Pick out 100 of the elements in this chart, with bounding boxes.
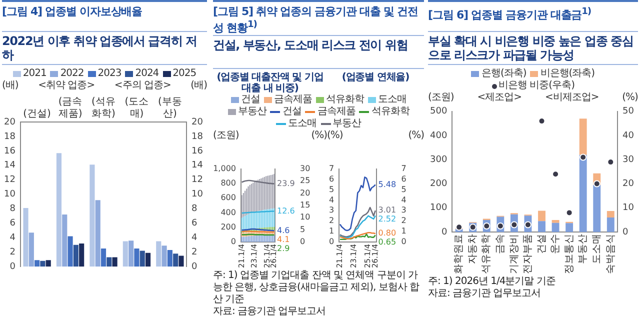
- x-tick-label: (석유화학): [92, 96, 116, 120]
- data-label: 12.6: [277, 206, 295, 215]
- x-tick-label: 자동차: [467, 234, 478, 264]
- data-label: 5.48: [378, 179, 396, 188]
- y2-tick-label: 10: [622, 203, 634, 214]
- text: [그림 5] 취약 업종의 금융기관 대출 및 건전성 현황$^{1)}$: [213, 0, 424, 35]
- y-tick-label: 400: [220, 207, 236, 216]
- y2-tick-label: 5: [300, 224, 306, 234]
- text: 건설, 부동산, 도소매 리스크 전이 위험: [213, 34, 424, 69]
- y-tick-label: 5: [328, 184, 334, 194]
- x-tick-label: 기계장비: [508, 234, 520, 274]
- y-tick-label: 14: [4, 160, 16, 171]
- y2-tick-label: 1: [401, 226, 406, 236]
- text: (조원): [428, 92, 454, 104]
- x-tick-label: (도소매): [124, 96, 149, 120]
- chart-subtitle: 부실 확대 시 비은행 비중 높은 업종 중심으로 리스크가 파급될 가능성: [428, 31, 638, 65]
- y2-tick-label: 16: [192, 146, 204, 156]
- y2-tick-label: 0: [622, 227, 629, 238]
- y-tick-label: 1: [328, 226, 334, 236]
- y2-tick-label: 12: [192, 175, 203, 186]
- x-tick-label: 운수: [550, 234, 562, 254]
- y2-tick-label: 25: [300, 176, 310, 185]
- data-label: 4.6: [277, 226, 290, 235]
- x-tick-label: 숙박음식: [605, 234, 616, 274]
- y2-tick-label: 30: [300, 164, 310, 173]
- legend-label: 2021: [22, 68, 46, 80]
- y-tick-label: 1,000: [213, 164, 236, 173]
- data-label: 0.80: [378, 228, 396, 238]
- x-tick-label: (건설): [23, 108, 52, 120]
- y2-tick-label: 14: [192, 160, 204, 171]
- x-tick-label: 석유화학: [481, 234, 492, 274]
- y2-tick-label: 0: [300, 236, 306, 246]
- chart-title: (업종별 연체율): [340, 72, 410, 83]
- legend-label: 2022: [60, 68, 84, 80]
- y-tick-label: 3: [328, 205, 334, 214]
- y-tick-label: 10: [4, 190, 16, 200]
- legend-label: 도소매: [288, 118, 316, 130]
- y2-tick-label: 30: [622, 154, 634, 165]
- y-tick-label: 2: [328, 216, 334, 225]
- y2-tick-label: 20: [300, 188, 310, 197]
- y-tick-label: 100: [430, 203, 448, 214]
- chart-title: [그림 6] 업종별 금융기관 대출금$^{1)}$: [428, 0, 638, 31]
- y-tick-label: 6: [10, 218, 16, 229]
- x-tick-label: (부동산): [158, 96, 182, 120]
- data-label: 4.1: [277, 234, 290, 244]
- x-tick-label: 건설: [536, 234, 548, 254]
- y2-tick-label: 6: [401, 174, 406, 183]
- text: <비제조업>: [544, 92, 599, 104]
- y2-tick-label: 5: [401, 184, 406, 194]
- x-tick-label: 전자부품: [522, 234, 534, 274]
- y2-tick-label: 40: [622, 130, 634, 141]
- y-tick-label: 0: [230, 236, 236, 246]
- y-tick-label: 600: [220, 192, 236, 202]
- y2-tick-label: 4: [192, 233, 198, 244]
- legend-label: 금속제품: [274, 94, 312, 106]
- text: 주: 1) 업종별 기업대출 잔액 및 연체액 구분이 가능한 은행, 상호금융(새마을금고 제외), 보험사 합산 기준: [213, 270, 420, 306]
- data-label: 2.52: [378, 214, 396, 224]
- y-tick-label: 200: [430, 179, 448, 190]
- y-tick-label: 7: [328, 164, 334, 173]
- data-label: 0.65: [378, 237, 396, 246]
- data-label: 23.9: [277, 178, 295, 188]
- y2-tick-label: 20: [192, 117, 204, 128]
- x-tick-label: (금속제품): [58, 96, 82, 120]
- y-tick-label: 8: [10, 204, 16, 214]
- text: (%): [408, 130, 424, 142]
- y-tick-label: 0: [10, 262, 16, 272]
- chart-title: [그림 4] 업종별 이자보상배율: [2, 0, 207, 31]
- legend-label: 은행(좌축): [481, 68, 526, 80]
- y-tick-label: 0: [441, 227, 448, 238]
- y-tick-label: 6: [328, 174, 334, 183]
- x-tick-label: 도소매: [591, 234, 602, 264]
- text: <제조업>: [477, 92, 522, 104]
- y-tick-label: 200: [220, 222, 236, 232]
- y2-tick-label: 0: [192, 262, 198, 272]
- x-tick-label: 화학원료: [454, 234, 465, 274]
- y-tick-label: 300: [430, 154, 448, 165]
- data-label: 3.01: [378, 205, 396, 214]
- text: 주: 1) 2026년 1/4분기말 기준: [428, 276, 556, 288]
- text: 자료: 금융기관 업무보고서: [428, 288, 542, 300]
- y-tick-label: 400: [430, 130, 448, 141]
- x-tick-label: 금속: [495, 234, 506, 254]
- legend-label: 비은행(좌축): [540, 68, 595, 80]
- y-tick-label: 4: [10, 233, 16, 244]
- legend-label: 2023: [98, 68, 122, 80]
- y2-tick-label: 8: [192, 204, 198, 214]
- text: (배): [190, 80, 207, 92]
- y2-tick-label: 15: [300, 200, 310, 210]
- y-tick-label: 20: [4, 117, 16, 128]
- legend-label: 금속제품: [317, 106, 356, 118]
- y2-tick-label: 4: [401, 194, 406, 204]
- y-tick-label: 0: [328, 236, 334, 246]
- y-tick-label: 800: [220, 178, 236, 188]
- text: (업종별 대출잔액 및 기업대출 내 비중): [216, 72, 324, 94]
- text: (%): [311, 130, 327, 142]
- text: 자료: 금융기관 업무보고서: [213, 306, 327, 318]
- y2-tick-label: 3: [401, 205, 406, 214]
- y2-tick-label: 18: [192, 132, 204, 142]
- y-tick-label: 500: [430, 106, 448, 117]
- y2-tick-label: 0: [401, 236, 406, 246]
- y-tick-label: 16: [4, 146, 16, 156]
